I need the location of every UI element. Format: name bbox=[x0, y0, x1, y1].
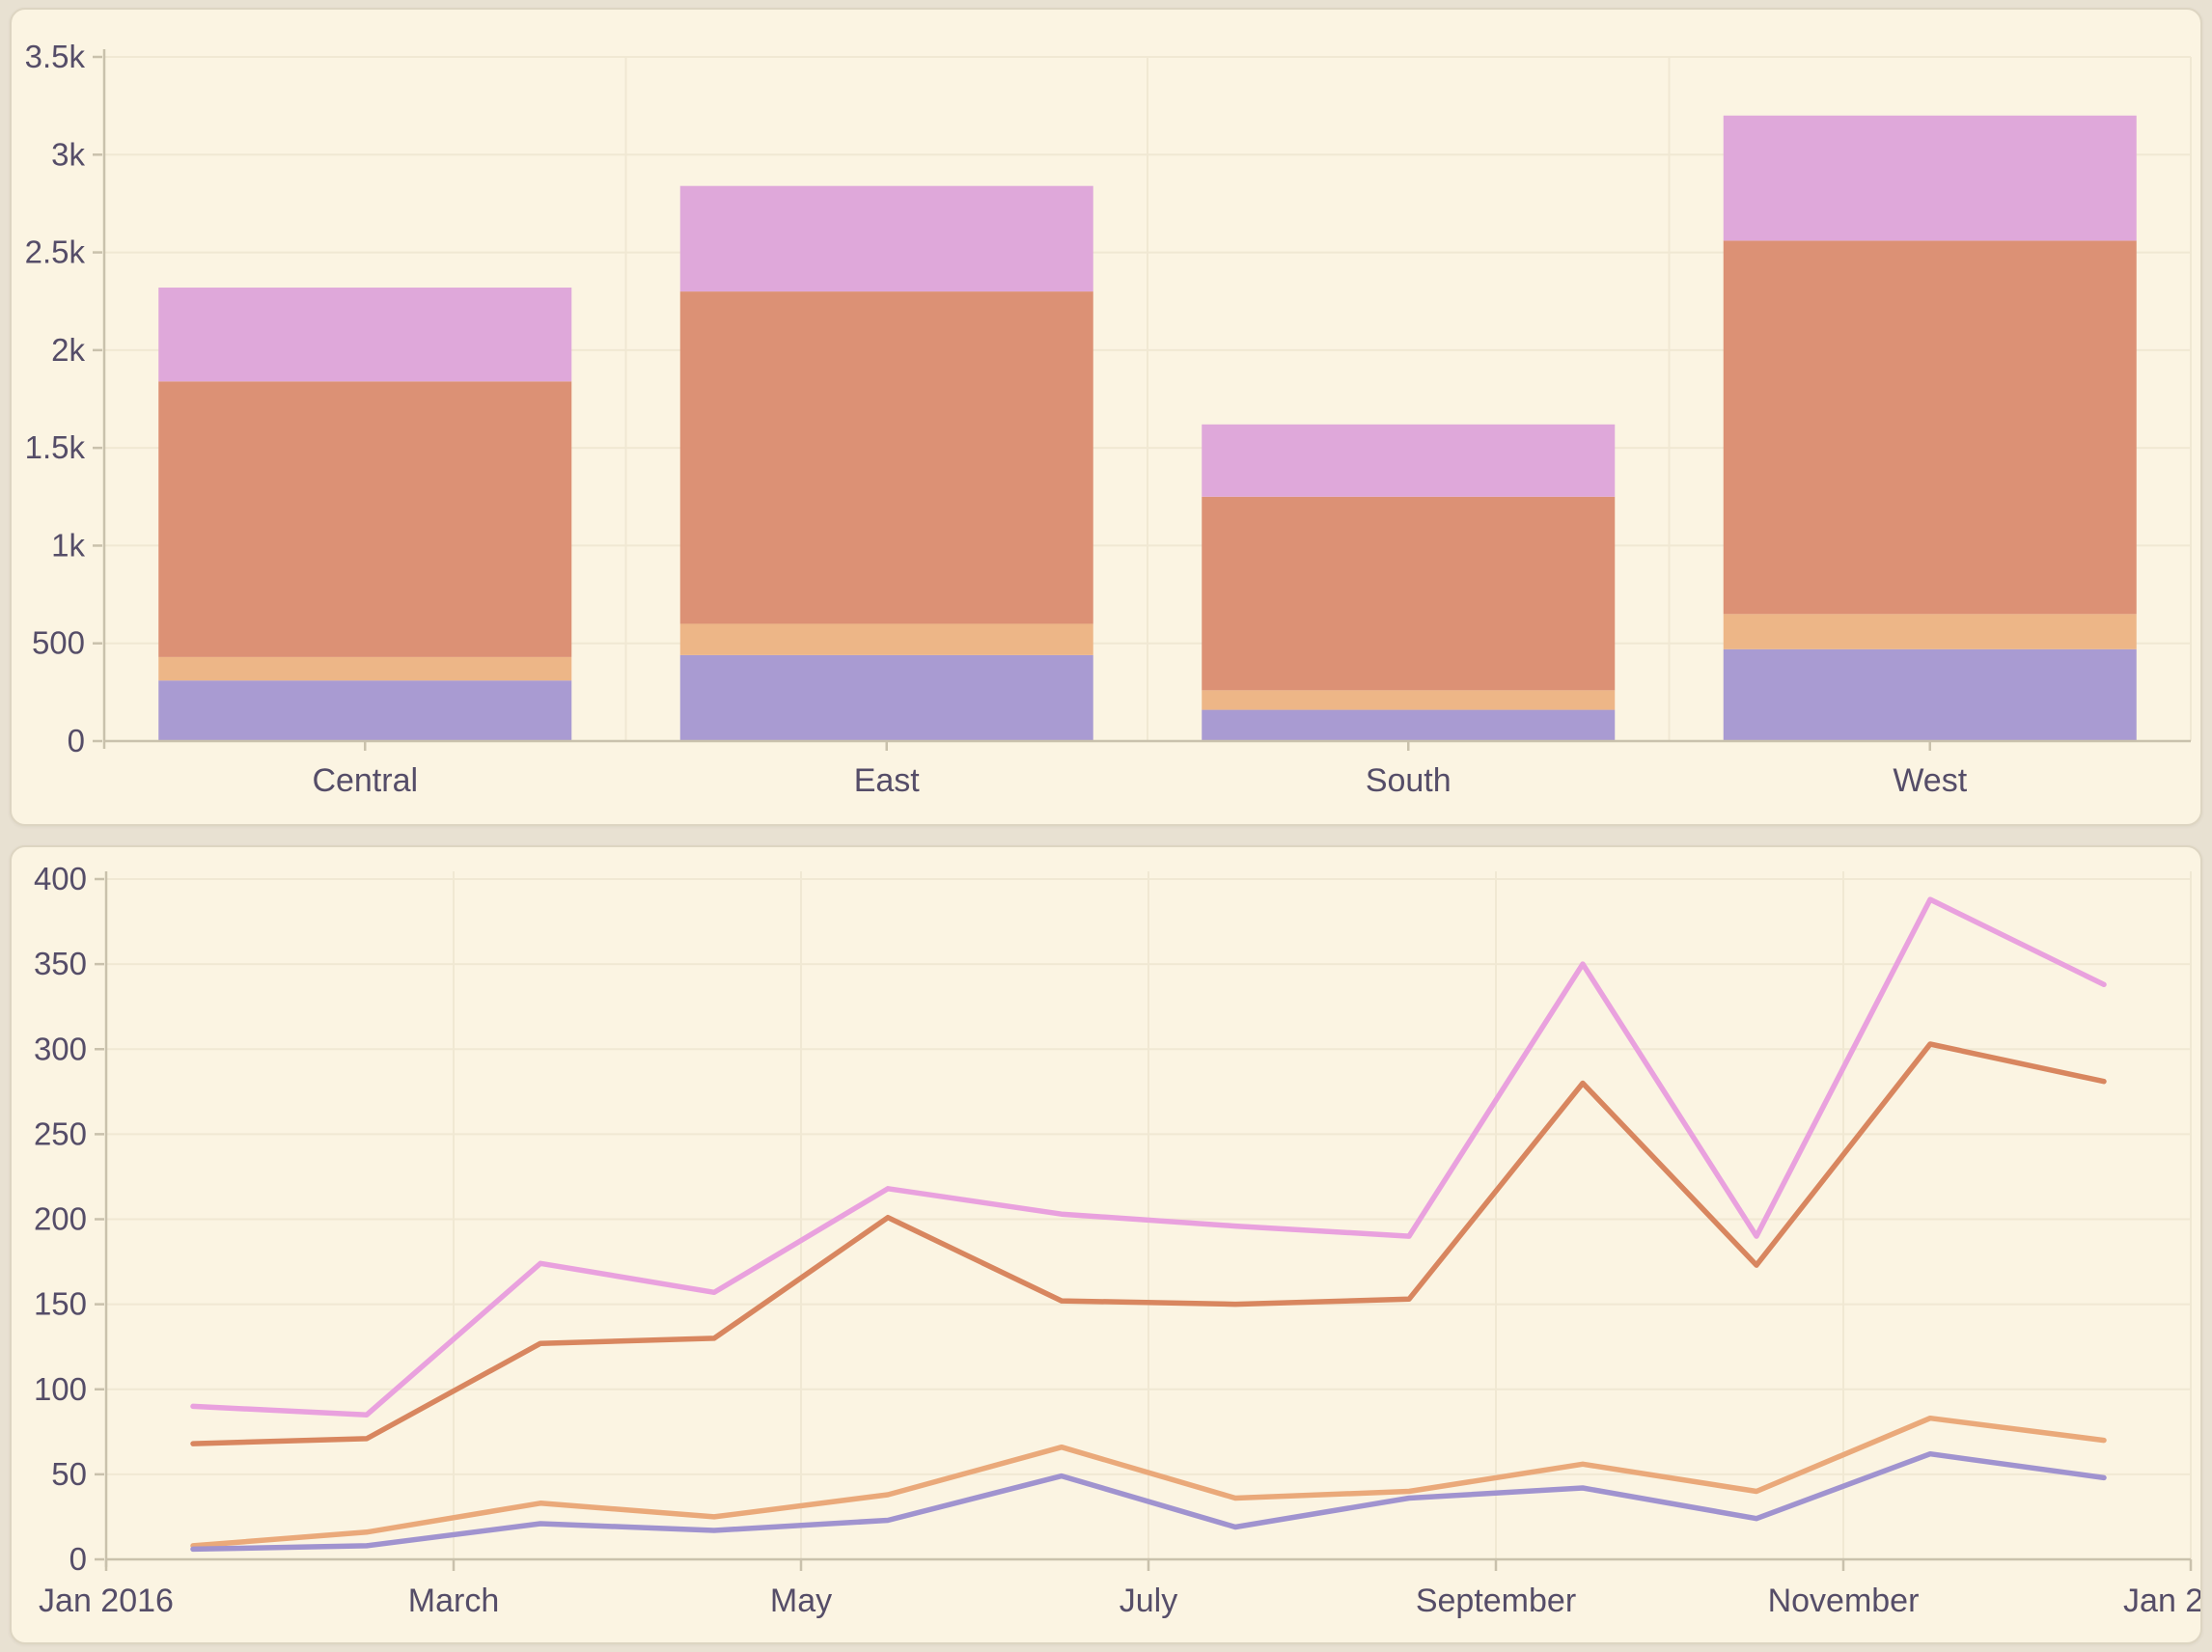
line-series-purple[interactable] bbox=[190, 1450, 2107, 1553]
line-chart-panel: 0 50 100 150 200 250 300 350 400 Jan 2016 March May… bbox=[10, 845, 2202, 1644]
category-label: West bbox=[1893, 762, 1967, 799]
bar-segment-south-purple[interactable] bbox=[1202, 709, 1616, 741]
bar-segment-central-purple[interactable] bbox=[158, 680, 572, 741]
y-tick-label: 200 bbox=[34, 1201, 87, 1237]
bar-segment-west-purple[interactable] bbox=[1723, 648, 2137, 741]
y-tick-label: 0 bbox=[68, 723, 85, 758]
category-label: South bbox=[1366, 762, 1452, 799]
y-tick-label: 2k bbox=[51, 332, 85, 368]
bar-segment-central-tan[interactable] bbox=[158, 656, 572, 681]
y-tick-label: 1.5k bbox=[25, 429, 86, 465]
x-tick-label: March bbox=[408, 1583, 499, 1619]
bar-segment-east-tan[interactable] bbox=[679, 623, 1093, 655]
y-tick-label: 350 bbox=[34, 946, 87, 981]
bar-segment-east-pink[interactable] bbox=[679, 185, 1093, 292]
bar-segment-west-salmon[interactable] bbox=[1723, 240, 2137, 615]
line-series-pink[interactable] bbox=[190, 896, 2107, 1418]
y-tick-label: 1k bbox=[51, 527, 85, 563]
category-label: Central bbox=[312, 762, 418, 799]
y-tick-label: 300 bbox=[34, 1031, 87, 1066]
bar-segment-central-salmon[interactable] bbox=[158, 381, 572, 657]
stacked-bar-chart-panel: Central East South West 0 500 1k 1.5k 2k 2.5k 3k 3.… bbox=[10, 8, 2202, 826]
bar-segment-south-pink[interactable] bbox=[1202, 424, 1616, 497]
bar-segment-south-salmon[interactable] bbox=[1202, 496, 1616, 691]
y-tick-label: 3k bbox=[51, 136, 85, 172]
y-tick-label: 2.5k bbox=[25, 234, 86, 270]
bar-segment-east-purple[interactable] bbox=[679, 654, 1093, 741]
x-tick-label: Jan 2016 bbox=[39, 1583, 174, 1619]
bar-segment-west-tan[interactable] bbox=[1723, 614, 2137, 649]
y-tick-label: 50 bbox=[51, 1456, 87, 1492]
x-tick-label: Jan 2017 bbox=[2123, 1583, 2200, 1619]
bar-segment-west-pink[interactable] bbox=[1723, 115, 2137, 241]
y-tick-label: 150 bbox=[34, 1286, 87, 1322]
y-tick-label: 3.5k bbox=[25, 39, 86, 74]
x-tick-label: July bbox=[1120, 1583, 1177, 1619]
line-chart[interactable]: 0 50 100 150 200 250 300 350 400 Jan 2016 March May… bbox=[12, 847, 2200, 1642]
bar-segment-east-salmon[interactable] bbox=[679, 291, 1093, 624]
x-tick-label: November bbox=[1768, 1583, 1920, 1619]
y-tick-label: 400 bbox=[34, 861, 87, 896]
y-tick-label: 250 bbox=[34, 1115, 87, 1151]
y-tick-label: 0 bbox=[69, 1541, 87, 1577]
line-series-coral[interactable] bbox=[190, 1041, 2107, 1446]
x-tick-label: May bbox=[770, 1583, 832, 1619]
stacked-bar-chart[interactable]: Central East South West 0 500 1k 1.5k 2k 2.5k 3k 3.… bbox=[12, 10, 2200, 824]
y-tick-label: 500 bbox=[32, 625, 85, 661]
bar-segment-central-pink[interactable] bbox=[158, 288, 572, 382]
line-series-light-orange[interactable] bbox=[190, 1415, 2107, 1549]
category-label: East bbox=[854, 762, 921, 799]
bar-segment-south-tan[interactable] bbox=[1202, 690, 1616, 710]
y-tick-label: 100 bbox=[34, 1371, 87, 1407]
x-tick-label: September bbox=[1416, 1583, 1576, 1619]
